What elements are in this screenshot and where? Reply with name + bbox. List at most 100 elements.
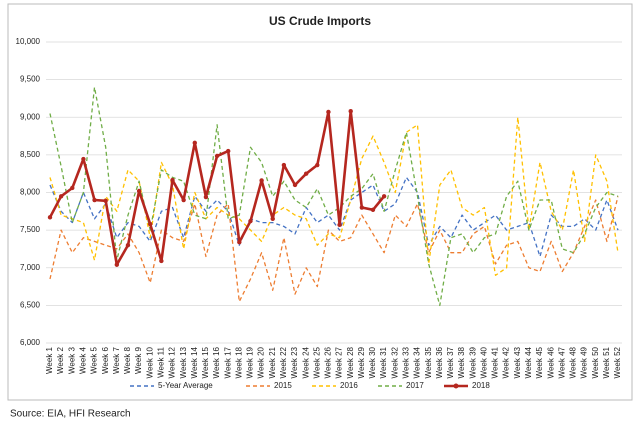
series-marker [214, 153, 220, 159]
x-tick-label: Week 32 [390, 346, 399, 378]
y-tick-label: 8,000 [20, 188, 41, 197]
series-line [49, 196, 619, 303]
x-tick-label: Week 5 [90, 346, 99, 374]
series-marker [315, 162, 320, 168]
series-line [49, 176, 619, 258]
x-tick-label: Week 18 [234, 346, 243, 378]
x-tick-label: Week 43 [513, 346, 522, 378]
series-marker [114, 262, 120, 267]
y-tick-label: 6,500 [20, 300, 41, 309]
x-tick-label: Week 24 [301, 346, 310, 378]
x-tick-label: Week 7 [112, 346, 121, 374]
y-tick-label: 9,500 [20, 75, 41, 84]
x-tick-label: Week 17 [223, 346, 232, 378]
series-marker [170, 177, 175, 183]
x-tick-label: Week 33 [402, 346, 411, 378]
series-marker [81, 156, 86, 162]
x-tick-label: Week 15 [201, 346, 210, 378]
series-marker [281, 162, 287, 168]
legend-label: 2015 [274, 381, 292, 390]
x-tick-label: Week 29 [357, 346, 366, 378]
series-marker [359, 205, 365, 210]
x-tick-label: Week 13 [179, 346, 188, 378]
series-marker [92, 197, 97, 203]
legend-label: 2018 [472, 381, 490, 390]
x-tick-label: Week 39 [468, 346, 477, 378]
x-tick-label: Week 25 [312, 346, 321, 378]
y-tick-label: 8,500 [20, 150, 41, 159]
series-marker [270, 216, 275, 222]
x-tick-label: Week 2 [56, 346, 65, 374]
series-marker [203, 194, 209, 200]
x-tick-label: Week 35 [424, 346, 433, 378]
series-marker [159, 258, 164, 264]
x-tick-label: Week 8 [123, 346, 132, 374]
x-tick-label: Week 14 [190, 346, 199, 378]
x-tick-label: Week 48 [569, 346, 578, 378]
x-tick-label: Week 6 [101, 346, 110, 374]
x-tick-label: Week 42 [502, 346, 511, 378]
x-tick-label: Week 4 [79, 346, 88, 374]
source-note: Source: EIA, HFI Research [10, 409, 131, 420]
series-marker [125, 242, 131, 248]
series-marker [148, 221, 153, 227]
x-tick-label: Week 23 [290, 346, 299, 378]
chart-frame [7, 3, 633, 401]
x-tick-label: Week 31 [379, 346, 388, 378]
x-tick-label: Week 22 [279, 346, 288, 378]
x-tick-label: Week 51 [602, 346, 611, 378]
x-tick-label: Week 12 [168, 346, 177, 378]
x-tick-label: Week 16 [212, 346, 221, 378]
x-tick-label: Week 37 [446, 346, 455, 378]
series-marker [136, 188, 142, 194]
series-marker [70, 185, 75, 191]
x-tick-label: Week 10 [145, 346, 154, 378]
series-marker [326, 109, 331, 115]
legend-marker [453, 383, 459, 389]
series-marker [103, 198, 108, 203]
x-tick-label: Week 44 [524, 346, 533, 378]
x-tick-label: Week 21 [268, 346, 277, 378]
series-marker [370, 207, 376, 213]
x-tick-label: Week 9 [134, 346, 143, 374]
x-tick-label: Week 40 [479, 346, 488, 378]
y-tick-label: 6,000 [20, 338, 41, 347]
x-tick-label: Week 11 [156, 346, 165, 377]
series-marker [348, 109, 353, 114]
series-marker [259, 178, 264, 183]
chart-title: US Crude Imports [269, 14, 371, 28]
y-tick-label: 7,500 [20, 225, 41, 234]
x-tick-label: Week 27 [335, 346, 344, 378]
x-tick-label: Week 45 [535, 346, 544, 378]
series-marker [337, 222, 342, 228]
x-tick-label: Week 46 [546, 346, 555, 378]
series-marker [58, 194, 64, 199]
series-marker [237, 239, 242, 245]
legend-label: 2016 [340, 381, 358, 390]
x-tick-label: Week 41 [491, 346, 500, 378]
x-tick-label: Week 1 [45, 346, 54, 374]
x-tick-label: Week 26 [324, 346, 333, 378]
y-tick-label: 10,000 [16, 37, 41, 46]
x-tick-label: Week 34 [413, 346, 422, 378]
x-tick-label: Week 3 [67, 346, 76, 374]
series-marker [248, 218, 253, 224]
series-marker [225, 148, 231, 154]
series-marker [292, 182, 298, 188]
series-marker [303, 171, 309, 176]
x-tick-label: Week 49 [580, 346, 589, 378]
x-tick-label: Week 20 [257, 346, 266, 378]
x-tick-label: Week 50 [591, 346, 600, 378]
series-marker [381, 194, 387, 199]
x-tick-label: Week 36 [435, 346, 444, 378]
y-tick-label: 7,000 [20, 263, 41, 272]
x-tick-label: Week 38 [457, 346, 466, 378]
y-tick-label: 9,000 [20, 112, 41, 121]
x-tick-label: Week 28 [346, 346, 355, 378]
x-tick-label: Week 19 [246, 346, 255, 378]
x-tick-label: Week 52 [613, 346, 622, 378]
series-marker [181, 197, 186, 203]
series-marker [192, 140, 197, 146]
legend-label: 2017 [406, 381, 424, 390]
